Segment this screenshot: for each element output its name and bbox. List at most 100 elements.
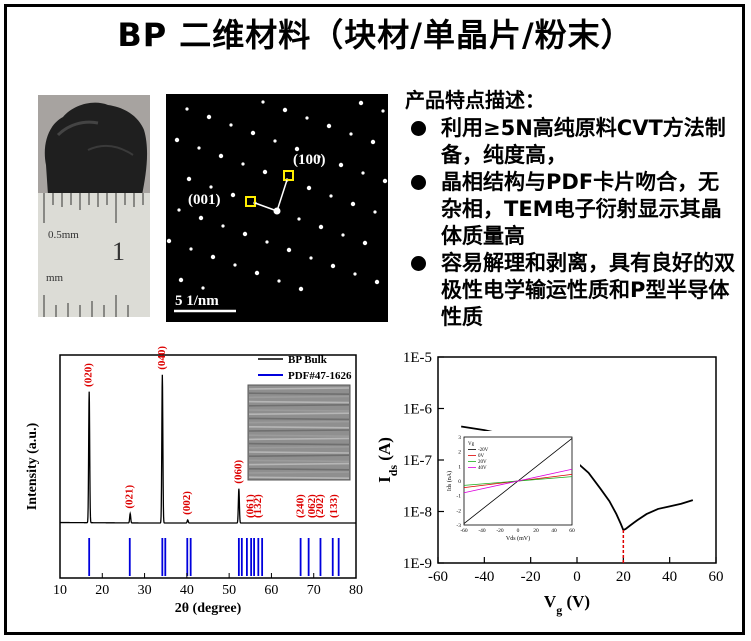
sem-layer-stripe [248,429,350,432]
diffraction-spot [209,185,213,189]
diffraction-spot [338,162,344,168]
diffraction-spot [297,217,301,221]
bp-bulk-curve [60,374,356,524]
diffraction-spot [198,215,204,221]
sem-layer-stripe [248,392,350,395]
y-tick-label: 1E-8 [403,505,432,521]
sem-layer-stripe [248,400,350,404]
inset-background [446,431,580,547]
inset-legend-label: 40V [478,466,487,471]
sem-layer-stripe [248,459,350,463]
sem-layer-stripe [248,387,350,390]
diffraction-spot [294,146,300,152]
inset-y-tick-label: 3 [458,435,461,441]
diffraction-spot [373,210,377,214]
sem-layer-stripe [248,426,350,429]
spot-100-marker [283,170,294,181]
x-tick-label: 20 [616,569,631,585]
feature-description: 产品特点描述： 利用≥5N高纯原料CVT方法制备，纯度高， 晶相结构与PDF卡片… [405,84,740,331]
diffraction-spot [254,270,260,276]
peak-label: (062) [306,494,318,518]
legend-bulk: BP Bulk [288,354,328,366]
diffraction-spot [265,240,269,244]
diffraction-spot [361,171,365,175]
diffraction-spot [353,272,357,276]
x-tick-label: 30 [138,583,152,598]
y-tick-label: 1E-7 [403,453,433,469]
inset-x-tick-label: -40 [478,528,486,534]
diffraction-spot [318,224,324,230]
feature-text: 晶相结构与PDF卡片吻合，无杂相，TEM电子衍射显示其晶体质量高 [441,170,722,248]
bullet-icon [411,256,426,271]
diffraction-spot [242,231,248,237]
y-tick-label: 1E-9 [403,556,432,572]
feature-item: 晶相结构与PDF卡片吻合，无杂相，TEM电子衍射显示其晶体质量高 [405,169,740,250]
inset-legend-label: 20V [478,460,487,465]
diffraction-spot [349,132,353,136]
label-001: (001) [188,192,221,208]
feature-text: 容易解理和剥离，具有良好的双极性电学输运性质和P型半导体性质 [441,251,735,329]
x-tick-label: 80 [349,583,363,598]
peak-label: (060) [232,460,244,484]
inset-x-tick-label: 60 [569,528,575,534]
sem-layer-stripe [248,451,350,454]
feature-text: 利用≥5N高纯原料CVT方法制备，纯度高， [441,116,726,167]
diffraction-spot [201,286,205,290]
diffraction-spot [189,247,193,251]
diffraction-spot [197,146,201,150]
diffraction-spot [305,116,309,120]
tem-diffraction-pattern: (100) (001) 5 1/nm [166,94,388,322]
feature-item: 容易解理和剥离，具有良好的双极性电学输运性质和P型半导体性质 [405,250,740,331]
diffraction-spot [309,256,313,260]
xrd-plot-frame [59,354,357,579]
x-tick-label: 50 [222,583,236,598]
sem-layer-stripe [248,395,350,399]
x-tick-label: 60 [264,583,278,598]
bullet-icon [411,121,426,136]
diffraction-spot [174,137,180,143]
x-tick-label: 40 [180,583,194,598]
diffraction-spot [374,279,380,285]
diffraction-spot [250,130,256,136]
inset-y-tick-label: -3 [456,523,461,529]
sem-inset-image [247,384,351,481]
sem-layer-stripe [248,468,350,471]
diffraction-spot [306,185,312,191]
diffraction-spot [233,263,237,267]
scale-bar-label: 5 1/nm [175,293,219,309]
peak-label: (021) [124,484,136,508]
inset-legend-label: -20V [478,448,489,453]
inset-x-tick-label: -20 [496,528,504,534]
peak-label: (133) [328,494,340,518]
peak-label: (020) [83,363,95,387]
peak-label: (202) [314,494,326,518]
sem-layer-stripe [248,417,350,421]
sem-layer-stripe [248,420,350,424]
feature-item: 利用≥5N高纯原料CVT方法制备，纯度高， [405,115,740,169]
ruler-unit: mm [46,272,64,284]
diffraction-spot [262,169,268,175]
diffraction-spot [218,153,224,159]
diffraction-spot [229,123,233,127]
y-tick-label: 1E-6 [403,402,433,418]
x-axis-title: 2θ (degree) [175,601,242,616]
diffraction-spot [277,279,281,283]
inset-y-tick-label: -1 [456,494,461,500]
sem-layer-stripe [248,462,350,466]
x-tick-label: -60 [428,569,448,585]
x-tick-label: 0 [573,569,581,585]
diffraction-spot [329,194,333,198]
diffraction-spot [298,286,304,292]
x-tick-label: -20 [521,569,541,585]
diffraction-spot [282,107,288,113]
diffraction-spot [221,224,225,228]
diffraction-spot [210,254,216,260]
inset-x-axis-title: Vds (mV) [506,535,530,542]
inset-legend-title: Vg [468,442,475,447]
sem-layer-stripe [248,454,350,457]
inset-y-tick-label: 0 [458,479,461,485]
inset-legend-label: 0V [478,454,485,459]
sem-layer-stripe [248,476,350,479]
inset-y-axis-title: Ids (nA) [446,471,453,491]
